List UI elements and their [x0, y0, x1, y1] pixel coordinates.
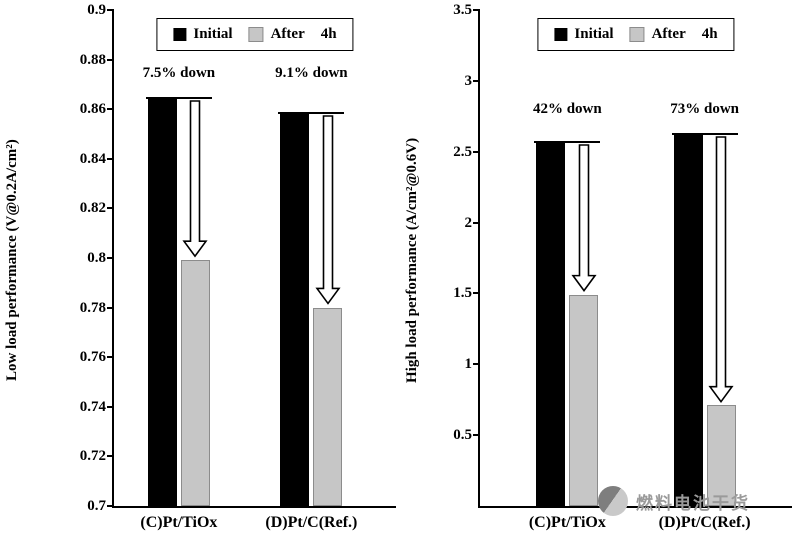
y-tick-mark [473, 221, 480, 224]
plot-area-low-load: 0.9 0.88 0.86 0.84 0.82 0.8 0.78 0.76 0.74 0.72 0.… [80, 2, 396, 531]
y-tick-mark [473, 79, 480, 82]
chart-low-load: Low load performance (V@0.2A/cm²) 0.9 0.8… [4, 2, 396, 531]
y-tick-mark [107, 505, 114, 507]
y-tick-label: 0.9 [87, 2, 106, 18]
initial-level-cap [278, 112, 345, 115]
y-tick-label: 0.72 [79, 448, 106, 465]
y-tick-label: 0.76 [79, 349, 106, 366]
bar-initial [280, 114, 310, 506]
watermark-logo-icon [598, 486, 628, 516]
y-tick-label: 0.7 [87, 498, 106, 514]
y-tick-label: 0.88 [79, 51, 106, 68]
legend-item: After [248, 26, 305, 43]
y-tick-mark [107, 58, 114, 61]
legend-label: 4h [320, 26, 337, 42]
y-tick-mark [107, 207, 114, 210]
bar-after [706, 405, 736, 506]
y-tick-label: 0.74 [79, 398, 106, 415]
y-tick-mark [107, 306, 114, 309]
bar-initial [147, 99, 177, 506]
y-tick-label: 3.5 [453, 2, 472, 18]
down-arrow-icon [571, 144, 597, 293]
legend-swatch [248, 27, 264, 42]
legend-item: After [629, 26, 686, 43]
watermark: 燃料电池干货 [598, 486, 750, 516]
watermark-text: 燃料电池干货 [636, 493, 750, 514]
y-tick-label: 0.8 [87, 250, 106, 266]
y-tick-label: 1.5 [453, 285, 472, 302]
legend-label: Initial [574, 26, 614, 42]
legend-label: After [651, 26, 686, 42]
y-tick-label: 0.86 [79, 101, 106, 118]
y-tick-mark [107, 257, 114, 259]
y-tick-mark [473, 150, 480, 153]
bar-initial [673, 134, 703, 506]
chart-high-load: High load performance (A/cm²@0.6V) 3.5 3 2… [400, 0, 800, 544]
y-tick-mark [473, 363, 480, 366]
percent-down-label: 7.5% down [142, 65, 216, 82]
down-arrow-icon [708, 135, 734, 403]
category-label: (C)Pt/TiOx [140, 514, 218, 531]
bar-after [313, 307, 343, 506]
legend-item: Initial [173, 26, 233, 43]
legend-label: Initial [193, 26, 233, 42]
y-tick-mark [107, 356, 114, 359]
category-label: (D)Pt/C(Ref.) [658, 514, 751, 531]
y-tick-label: 2.5 [453, 143, 472, 160]
initial-level-cap [145, 97, 212, 100]
percent-down-label: 9.1% down [275, 65, 348, 82]
legend-swatch [554, 28, 568, 41]
y-tick-label: 0.84 [79, 150, 106, 167]
initial-level-cap [534, 141, 601, 144]
y-tick-label: 0.5 [453, 427, 472, 444]
category-label: (D)Pt/C(Ref.) [265, 514, 358, 531]
y-tick-label: 0.82 [79, 200, 106, 217]
y-tick-mark [107, 108, 114, 111]
initial-level-cap [671, 132, 738, 135]
down-arrow-icon [315, 115, 341, 305]
y-tick-mark [107, 9, 114, 11]
legend: Initial After 4h [156, 18, 354, 51]
bar-after [569, 294, 599, 506]
y-axis-title-high-load: High load performance (A/cm²@0.6V) [404, 137, 420, 383]
y-tick-mark [107, 157, 114, 160]
legend-item: Initial [554, 26, 614, 43]
y-axis-title-low-load: Low load performance (V@0.2A/cm²) [4, 139, 20, 381]
y-tick-mark [107, 405, 114, 408]
category-label: (C)Pt/TiOx [528, 514, 606, 531]
legend-swatch [629, 27, 645, 42]
legend: Initial After 4h [537, 18, 735, 51]
legend-label: After [270, 26, 305, 42]
y-tick-label: 1 [464, 356, 473, 373]
bar-after [180, 260, 210, 506]
legend-item: 4h [321, 26, 337, 43]
bar-initial [536, 143, 566, 506]
y-tick-mark [473, 9, 480, 11]
percent-down-label: 73% down [670, 100, 740, 117]
y-tick-label: 0.78 [79, 299, 106, 316]
down-arrow-icon [182, 100, 208, 258]
y-tick-label: 2 [464, 214, 473, 231]
percent-down-label: 42% down [532, 100, 602, 117]
y-tick-mark [107, 455, 114, 458]
plot-area-high-load: 3.5 3 2.5 2 1.5 1 0.5 (C)Pt/TiOx (D)Pt/C(Ref.) 42… [453, 2, 792, 531]
legend-item: 4h [702, 26, 718, 43]
y-tick-mark [473, 292, 480, 295]
legend-swatch [173, 28, 187, 41]
y-tick-label: 3 [464, 72, 473, 89]
legend-label: 4h [701, 26, 718, 42]
y-tick-mark [473, 434, 480, 437]
